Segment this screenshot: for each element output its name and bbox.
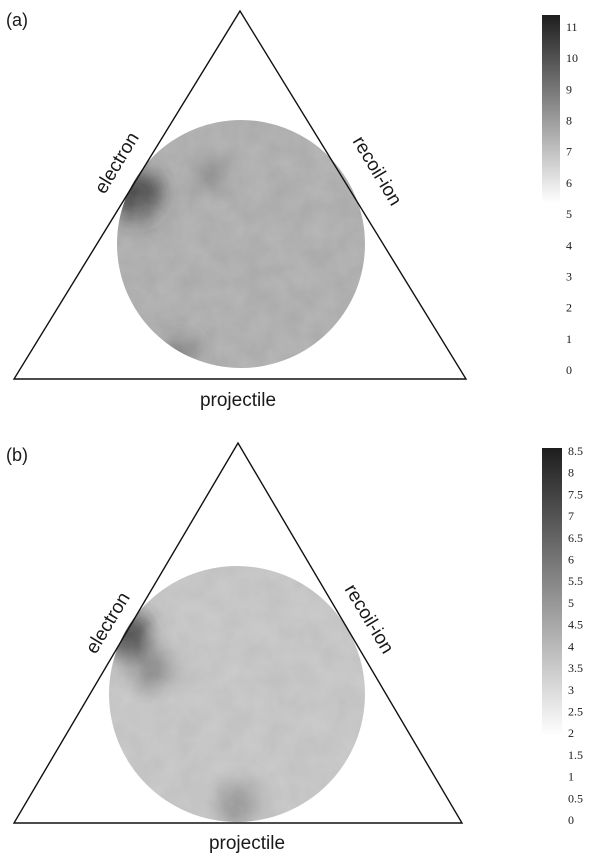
colorbar-tick-label: 5: [566, 207, 572, 221]
colorbar-tick-label: 2.5: [568, 704, 583, 718]
panel-label-a: (a): [6, 10, 28, 30]
colorbar-tick-label: 4: [568, 639, 574, 653]
disk-a-contours: [117, 120, 365, 368]
colorbar-tick-label: 1: [568, 770, 574, 784]
colorbar-tick-label: 0.5: [568, 791, 583, 805]
colorbar-tick-label: 7.5: [568, 487, 583, 501]
label-projectile-a: projectile: [200, 390, 276, 411]
label-recoil-ion-a: recoil-ion: [348, 133, 406, 210]
colorbar-tick-label: 4: [566, 238, 572, 252]
colorbar-tick-label: 6.5: [568, 531, 583, 545]
colorbar-tick-label: 9: [566, 82, 572, 96]
panel-a: (a) electron recoil-ion projectile 11109…: [6, 9, 578, 411]
colorbar-tick-label: 8.5: [568, 444, 583, 458]
colorbar-tick-label: 10: [566, 51, 578, 65]
colorbar-gradient: [542, 448, 562, 736]
triangle-a: [12, 9, 468, 380]
colorbar-tick-label: 5.5: [568, 574, 583, 588]
colorbar-tick-label: 7: [568, 509, 574, 523]
colorbar-tick-label: 3: [566, 269, 572, 283]
colorbar-b: 8.5 8 7.5 7 6.5 6 5.5 5 4.5 4 3.5 3 2.5 2 1.5 1 0.5 0: [542, 444, 583, 827]
triangle-b: [12, 441, 464, 824]
colorbar-tick-label: 0: [566, 363, 572, 377]
colorbar-tick-label: 3: [568, 683, 574, 697]
disk-b: [109, 566, 365, 822]
panel-label-b: (b): [6, 445, 28, 465]
disk-b-contours: [109, 566, 365, 822]
colorbar-tick-label: 8: [568, 466, 574, 480]
disk-a: [117, 120, 365, 368]
colorbar-tick-label: 5: [568, 596, 574, 610]
panel-b: (b) electron recoil-ion projectile 8.587…: [6, 441, 583, 854]
label-projectile-b: projectile: [209, 833, 285, 854]
colorbar-tick-label: 0: [568, 813, 574, 827]
colorbar-gradient: [542, 15, 560, 203]
colorbar-tick-label: 8: [566, 114, 572, 128]
colorbar-tick-label: 3.5: [568, 661, 583, 675]
colorbar-tick-label: 2: [566, 301, 572, 315]
colorbar-tick-label: 6: [566, 176, 572, 190]
colorbar-tick-label: 4.5: [568, 618, 583, 632]
colorbar-tick-label: 11: [566, 20, 578, 34]
colorbar-tick-label: 1.5: [568, 748, 583, 762]
colorbar-tick-label: 6: [568, 553, 574, 567]
colorbar-tick-label: 2: [568, 726, 574, 740]
colorbar-tick-label: 7: [566, 145, 572, 159]
colorbar-tick-label: 1: [566, 332, 572, 346]
